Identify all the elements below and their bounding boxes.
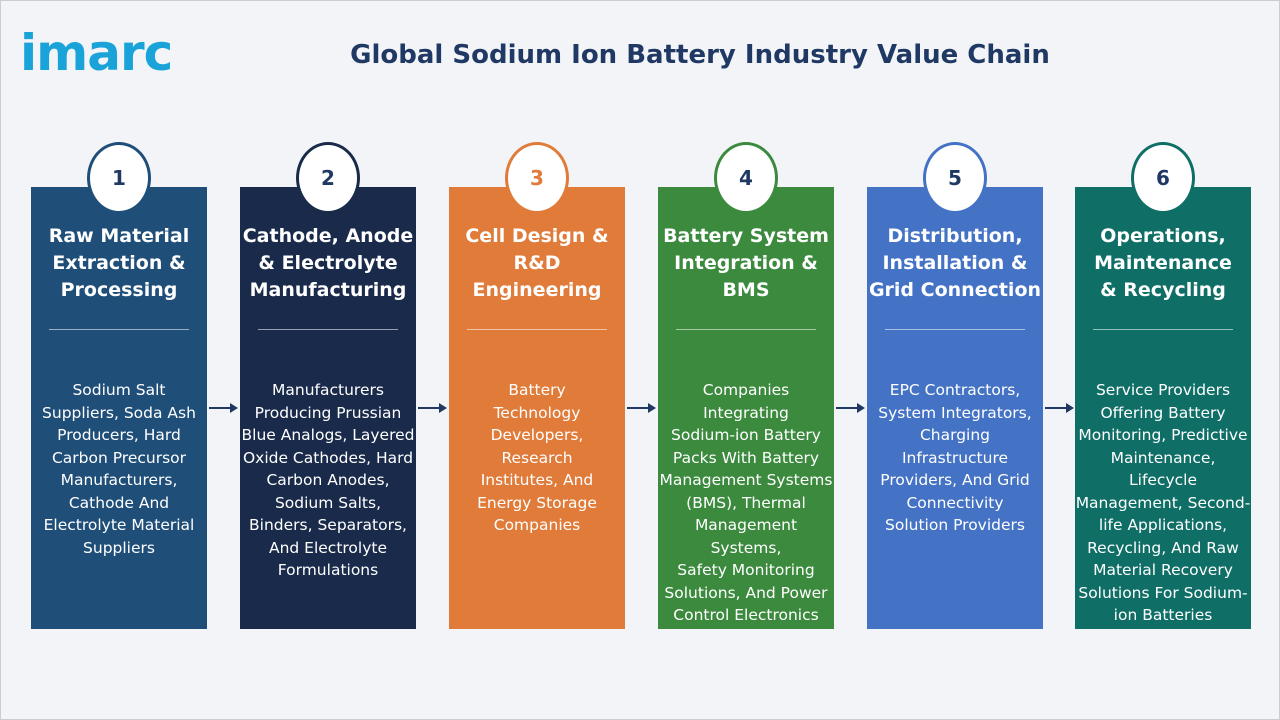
stage-card-1: Raw Material Extraction & Processing Sod… — [31, 187, 207, 629]
stage-title: Cathode, Anode & Electrolyte Manufacturi… — [242, 225, 414, 301]
right-arrow-icon — [627, 403, 656, 413]
stage-title: Distribution, Installation & Grid Connec… — [868, 225, 1042, 301]
stage-title: Battery System Integration & BMS — [663, 225, 829, 301]
stage-number-badge-2: 2 — [296, 142, 360, 214]
stage-card-4: Battery System Integration & BMS Compani… — [658, 187, 834, 629]
stage-description: Manufacturers Producing Prussian Blue An… — [241, 381, 415, 579]
divider — [467, 329, 607, 330]
right-arrow-icon — [418, 403, 447, 413]
stage-number-badge-3: 3 — [505, 142, 569, 214]
divider — [258, 329, 398, 330]
stage-card-3: Cell Design & R&D Engineering Battery Te… — [449, 187, 625, 629]
right-arrow-icon — [1045, 403, 1074, 413]
page-title: Global Sodium Ion Battery Industry Value… — [350, 40, 1050, 70]
stage-description: Service Providers Offering Battery Monit… — [1075, 381, 1251, 624]
divider — [1093, 329, 1233, 330]
imarc-logo: imarc — [20, 24, 173, 82]
stage-number-badge-4: 4 — [714, 142, 778, 214]
right-arrow-icon — [836, 403, 865, 413]
stage-title: Operations, Maintenance & Recycling — [1094, 225, 1232, 301]
divider — [676, 329, 816, 330]
stage-description: Sodium Salt Suppliers, Soda Ash Producer… — [42, 381, 196, 557]
stage-number-badge-1: 1 — [87, 142, 151, 214]
divider — [885, 329, 1025, 330]
right-arrow-icon — [209, 403, 238, 413]
divider — [49, 329, 189, 330]
stage-description: EPC Contractors, System Integrators, Cha… — [878, 381, 1032, 534]
stage-card-5: Distribution, Installation & Grid Connec… — [867, 187, 1043, 629]
stage-description: Battery Technology Developers, Research … — [477, 381, 597, 534]
stage-description: Companies Integrating Sodium-ion Battery… — [659, 381, 833, 624]
stage-title: Raw Material Extraction & Processing — [48, 225, 190, 301]
stage-number-badge-5: 5 — [923, 142, 987, 214]
stage-card-2: Cathode, Anode & Electrolyte Manufacturi… — [240, 187, 416, 629]
stage-title: Cell Design & R&D Engineering — [465, 225, 609, 301]
stage-number-badge-6: 6 — [1131, 142, 1195, 214]
stage-card-6: Operations, Maintenance & Recycling Serv… — [1075, 187, 1251, 629]
